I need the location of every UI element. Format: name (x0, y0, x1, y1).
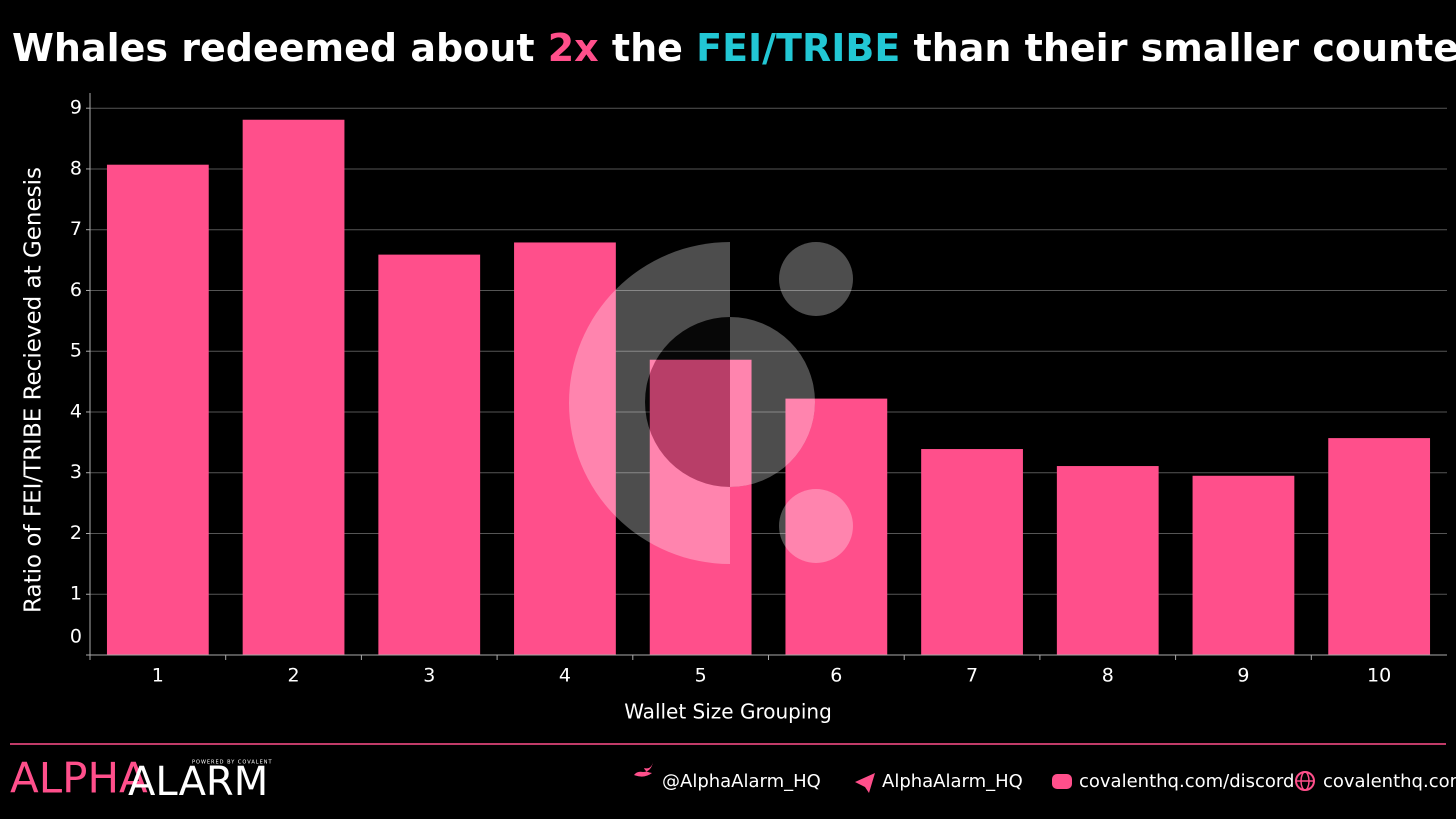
title-part: than their smaller counterparts. (900, 26, 1456, 70)
footer-link[interactable]: @AlphaAlarm_HQ (662, 771, 821, 792)
x-tick-label: 3 (423, 665, 435, 687)
bar (785, 398, 888, 655)
y-tick-label: 4 (70, 400, 82, 422)
y-tick-label: 1 (70, 583, 82, 605)
footer-link[interactable]: covalenthq.com/discord (1079, 771, 1294, 792)
x-axis-label: Wallet Size Grouping (624, 700, 832, 724)
logo-alarm: ALARM (128, 759, 268, 805)
bar (242, 119, 345, 655)
y-tick-label: 8 (70, 157, 82, 179)
bar (106, 164, 209, 655)
footer-link[interactable]: AlphaAlarm_HQ (882, 771, 1023, 792)
x-tick-label: 2 (288, 665, 300, 687)
chart-title: Whales redeemed about 2x the FEI/TRIBE t… (12, 26, 1456, 70)
title-part: 2x (548, 26, 599, 70)
x-tick-label: 5 (695, 665, 707, 687)
x-tick-label: 7 (966, 665, 978, 687)
bar (1192, 475, 1295, 655)
x-tick-label: 10 (1367, 665, 1391, 687)
title-part: Whales redeemed about (12, 26, 548, 70)
logo-alpha: ALPHA (10, 754, 148, 803)
x-tick-label: 8 (1102, 665, 1114, 687)
title-part: the (599, 26, 696, 70)
bar (1328, 438, 1431, 655)
y-tick-label: 2 (70, 522, 82, 544)
title-part: FEI/TRIBE (696, 26, 900, 70)
y-tick-label: 5 (70, 340, 82, 362)
bar (378, 254, 481, 655)
x-tick-label: 1 (152, 665, 164, 687)
bar (921, 449, 1023, 655)
plot: 0 1 2 3 4 5 6 7 8 9 1 2 3 4 5 6 7 8 9 10 (70, 93, 1447, 687)
x-tick-label: 6 (830, 665, 842, 687)
y-axis-label: Ratio of FEI/TRIBE Recieved at Genesis (21, 167, 47, 613)
y-tick-label: 7 (70, 218, 82, 240)
y-tick-label: 3 (70, 461, 82, 483)
bar (649, 359, 752, 655)
x-tick-label: 4 (559, 665, 571, 687)
bar (514, 242, 616, 656)
y-tick-label: 0 (70, 626, 82, 648)
footer-link[interactable]: covalenthq.com (1323, 771, 1456, 792)
y-tick-label: 6 (70, 279, 82, 301)
footer-icons (634, 762, 1315, 793)
logo-tag: POWERED BY COVALENT (192, 760, 273, 766)
x-tick-label: 9 (1237, 665, 1249, 687)
bar (1056, 466, 1159, 655)
y-tick-label: 9 (70, 97, 82, 119)
